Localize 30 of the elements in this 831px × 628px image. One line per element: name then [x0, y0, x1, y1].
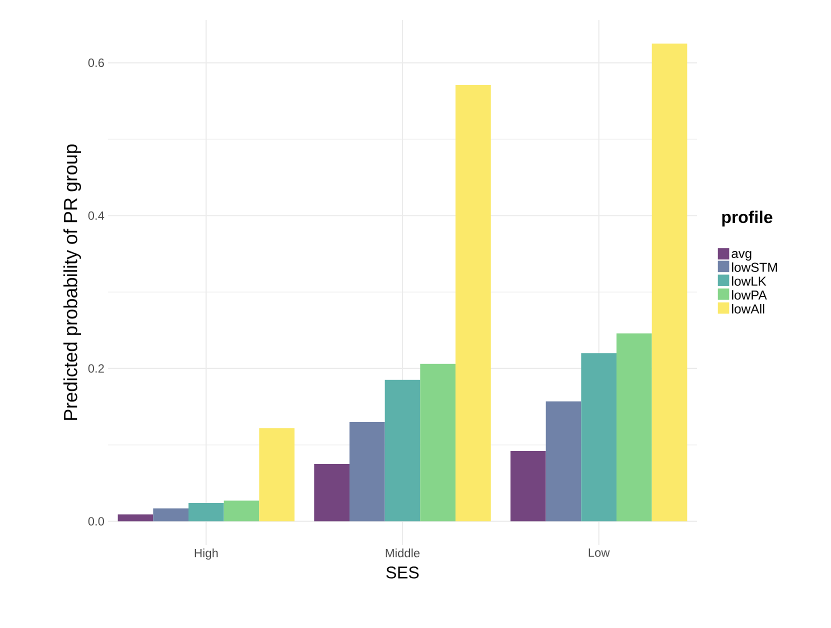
legend-label: lowAll: [732, 304, 764, 314]
bar: [153, 508, 188, 522]
y-tick-label: 0.6: [88, 58, 104, 68]
bar: [652, 44, 688, 522]
bar: [456, 84, 491, 522]
bar: [546, 401, 582, 522]
bar: [420, 364, 456, 522]
bar: [616, 333, 652, 522]
bar: [188, 502, 224, 522]
bar: [224, 500, 260, 522]
legend-label: lowSTM: [732, 262, 777, 272]
y-tick-label: 0.2: [88, 364, 104, 373]
legend-label: lowPA: [732, 290, 767, 300]
bar: [314, 464, 350, 522]
y-tick-label: 0.4: [88, 211, 104, 220]
bar: [384, 380, 420, 522]
y-tick-label: 0.0: [88, 517, 104, 526]
legend-title: profile: [722, 210, 772, 226]
legend-label: lowLK: [732, 276, 766, 286]
bar: [349, 422, 385, 522]
bar: [510, 451, 546, 522]
x-tick-label: Low: [588, 548, 610, 557]
x-tick-label: Middle: [386, 548, 420, 558]
bar: [118, 514, 154, 522]
legend-label: avg: [732, 250, 752, 261]
y-axis-title: Predicted probability of PR group: [63, 144, 82, 420]
bar: [581, 353, 617, 522]
bar: [259, 428, 295, 522]
x-tick-label: High: [194, 548, 218, 560]
x-axis-title: SES: [386, 566, 419, 578]
